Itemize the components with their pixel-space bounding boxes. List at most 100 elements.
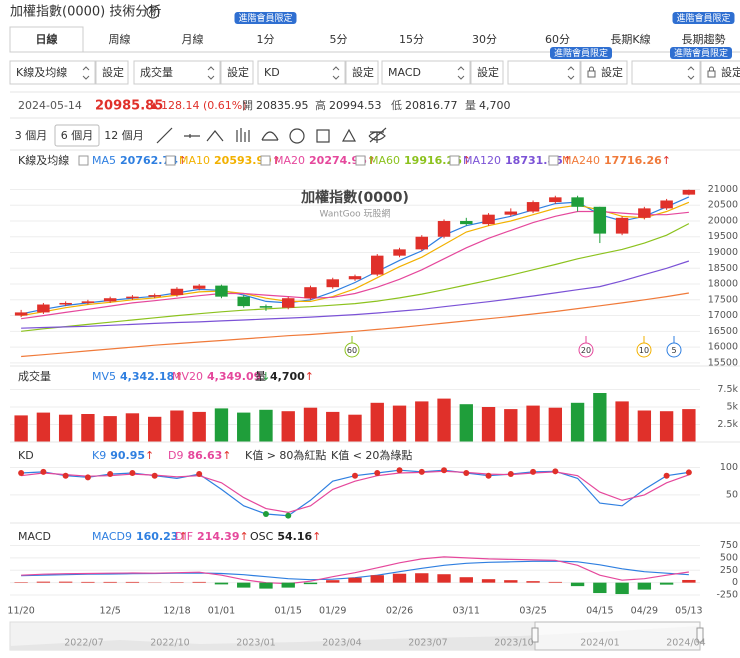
legend-entry: MA20 20274.96↑ bbox=[274, 154, 376, 167]
candle-body bbox=[37, 304, 50, 313]
navigator-label: 2024/01 bbox=[580, 638, 619, 649]
legend-value: 18731.85 bbox=[505, 154, 563, 167]
osc-bar bbox=[259, 582, 273, 589]
tab-active[interactable] bbox=[9, 26, 84, 53]
select-label[interactable]: MACD bbox=[388, 66, 421, 79]
osc-bar bbox=[548, 581, 562, 583]
settings-label[interactable]: 設定 bbox=[601, 65, 623, 79]
tool-icon[interactable] bbox=[184, 134, 200, 138]
legend-checkbox[interactable] bbox=[165, 155, 176, 166]
legend-name: D9 bbox=[168, 449, 183, 462]
range-button[interactable]: 6 個月 bbox=[61, 129, 94, 142]
tool-icon[interactable] bbox=[261, 131, 279, 141]
quote-stat: 量 4,700 bbox=[465, 99, 511, 112]
lock-icon bbox=[587, 70, 596, 78]
legend-checkbox[interactable] bbox=[78, 155, 89, 166]
settings-button[interactable] bbox=[95, 60, 129, 85]
help-text[interactable]: ? bbox=[151, 8, 156, 18]
legend-arrow: ↑ bbox=[222, 449, 231, 462]
tab[interactable]: 60分 bbox=[545, 33, 570, 46]
tool-icon[interactable] bbox=[341, 128, 357, 142]
ma-marker bbox=[344, 342, 360, 358]
candle-body bbox=[460, 220, 473, 225]
range-button[interactable]: 3 個月 bbox=[15, 129, 48, 142]
settings-button[interactable] bbox=[470, 60, 504, 85]
volume-bar bbox=[637, 410, 652, 442]
tool-icon[interactable] bbox=[156, 127, 173, 144]
tool-icon[interactable] bbox=[289, 128, 305, 144]
settings-label[interactable]: 設定 bbox=[721, 65, 740, 79]
tool-icon[interactable] bbox=[368, 127, 387, 143]
select-box[interactable] bbox=[257, 60, 346, 85]
select-box[interactable] bbox=[381, 60, 471, 85]
tool-icon[interactable] bbox=[316, 129, 330, 143]
settings-label[interactable]: 設定 bbox=[227, 65, 249, 79]
ma-marker-label: 10 bbox=[639, 346, 649, 355]
tab[interactable]: 日線 bbox=[36, 32, 58, 46]
y-tick-label: 100 bbox=[720, 462, 738, 473]
select-arrow bbox=[82, 66, 90, 80]
badge-text: 進階會員限定 bbox=[554, 47, 608, 59]
tab[interactable]: 長期K線 bbox=[610, 32, 650, 46]
k-dot bbox=[129, 469, 136, 476]
candle-body bbox=[103, 298, 117, 302]
candle-body bbox=[482, 214, 495, 225]
stat-value: 20994.53 bbox=[329, 99, 382, 112]
tab[interactable]: 30分 bbox=[472, 33, 497, 46]
legend-value: 20593.99 bbox=[214, 154, 272, 167]
legend-entry: MV20 4,349.09↓ bbox=[172, 370, 271, 383]
k-dot bbox=[530, 468, 537, 475]
volume-bar bbox=[103, 416, 117, 442]
osc-bar bbox=[570, 582, 585, 587]
legend-value: 20762.74 bbox=[120, 154, 178, 167]
navigator-handle[interactable] bbox=[696, 627, 704, 643]
tab[interactable]: 長期趨勢 bbox=[682, 32, 726, 46]
range-active[interactable] bbox=[54, 124, 100, 147]
x-tick-label: 01/01 bbox=[208, 606, 235, 617]
tab[interactable]: 5分 bbox=[330, 33, 348, 46]
navigator-label: 2024/04 bbox=[666, 638, 705, 649]
tab[interactable]: 15分 bbox=[399, 33, 424, 46]
settings-label[interactable]: 設定 bbox=[102, 65, 124, 79]
tab[interactable]: 月線 bbox=[182, 32, 204, 46]
tab[interactable]: 1分 bbox=[257, 33, 275, 46]
legend-checkbox[interactable] bbox=[355, 155, 366, 166]
legend-checkbox[interactable] bbox=[548, 155, 559, 166]
volume-bar bbox=[81, 414, 95, 442]
select-label[interactable]: K線及均線 bbox=[16, 65, 67, 79]
volume-bar bbox=[237, 412, 251, 442]
navigator-window[interactable] bbox=[534, 621, 701, 651]
select-box[interactable] bbox=[507, 60, 581, 85]
osc-bar bbox=[81, 581, 95, 583]
help-icon[interactable] bbox=[146, 5, 160, 19]
legend-checkbox[interactable] bbox=[260, 155, 271, 166]
select-box[interactable] bbox=[9, 60, 96, 85]
range-button[interactable]: 12 個月 bbox=[104, 129, 144, 142]
lock-shackle bbox=[709, 66, 714, 71]
ma-marker bbox=[636, 342, 652, 358]
legend-arrow: ↑ bbox=[174, 370, 183, 383]
select-box[interactable] bbox=[133, 60, 221, 85]
settings-button[interactable] bbox=[220, 60, 254, 85]
select-box[interactable] bbox=[631, 60, 701, 85]
navigator-handle[interactable] bbox=[531, 627, 539, 643]
select-label[interactable]: 成交量 bbox=[140, 65, 173, 79]
candle-body bbox=[14, 312, 28, 316]
volume-bar bbox=[615, 401, 629, 442]
candle-body bbox=[638, 208, 651, 218]
tool-icon[interactable] bbox=[206, 130, 224, 142]
select-arrow bbox=[567, 66, 575, 80]
select-label[interactable]: KD bbox=[264, 66, 280, 79]
badge bbox=[550, 47, 612, 59]
legend-value: 4,700 bbox=[270, 370, 305, 383]
osc-bar bbox=[437, 574, 451, 583]
osc-bar bbox=[504, 580, 518, 583]
tab[interactable]: 周線 bbox=[109, 32, 131, 46]
legend-checkbox[interactable] bbox=[449, 155, 460, 166]
settings-button[interactable] bbox=[345, 60, 379, 85]
y-tick-label: 20000 bbox=[708, 215, 738, 226]
settings-label[interactable]: 設定 bbox=[352, 65, 374, 79]
tool-icon[interactable] bbox=[236, 128, 250, 142]
settings-label[interactable]: 設定 bbox=[477, 65, 499, 79]
osc-bar bbox=[526, 581, 540, 583]
